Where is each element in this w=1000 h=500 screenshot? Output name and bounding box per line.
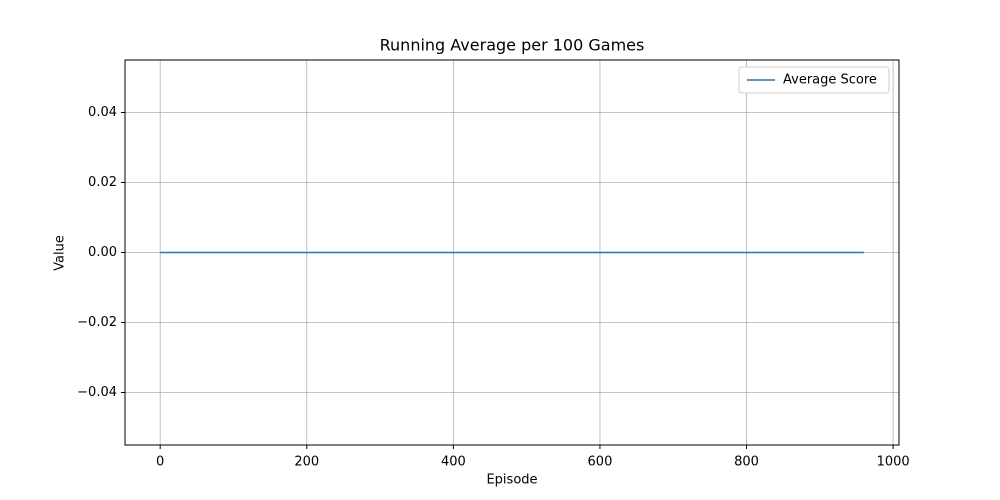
legend-box	[738, 66, 890, 94]
y-tick-label: 0.00	[88, 245, 117, 260]
x-axis-label: Episode	[486, 473, 537, 488]
chart-title: Running Average per 100 Games	[380, 36, 645, 55]
y-tick-label: 0.04	[88, 105, 117, 120]
y-tick-label: 0.02	[88, 175, 117, 190]
x-tick-label: 400	[441, 455, 466, 470]
legend-label: Average Score	[783, 73, 877, 88]
x-tick-label: 200	[294, 455, 319, 470]
x-tick-label: 1000	[877, 455, 910, 470]
x-tick-label: 0	[156, 455, 164, 470]
y-tick-label: −0.04	[77, 385, 117, 400]
y-tick-label: −0.02	[77, 315, 117, 330]
y-axis-label: Value	[53, 235, 68, 271]
x-tick-label: 600	[588, 455, 613, 470]
x-tick-label: 800	[734, 455, 759, 470]
plot-frame	[124, 59, 900, 446]
